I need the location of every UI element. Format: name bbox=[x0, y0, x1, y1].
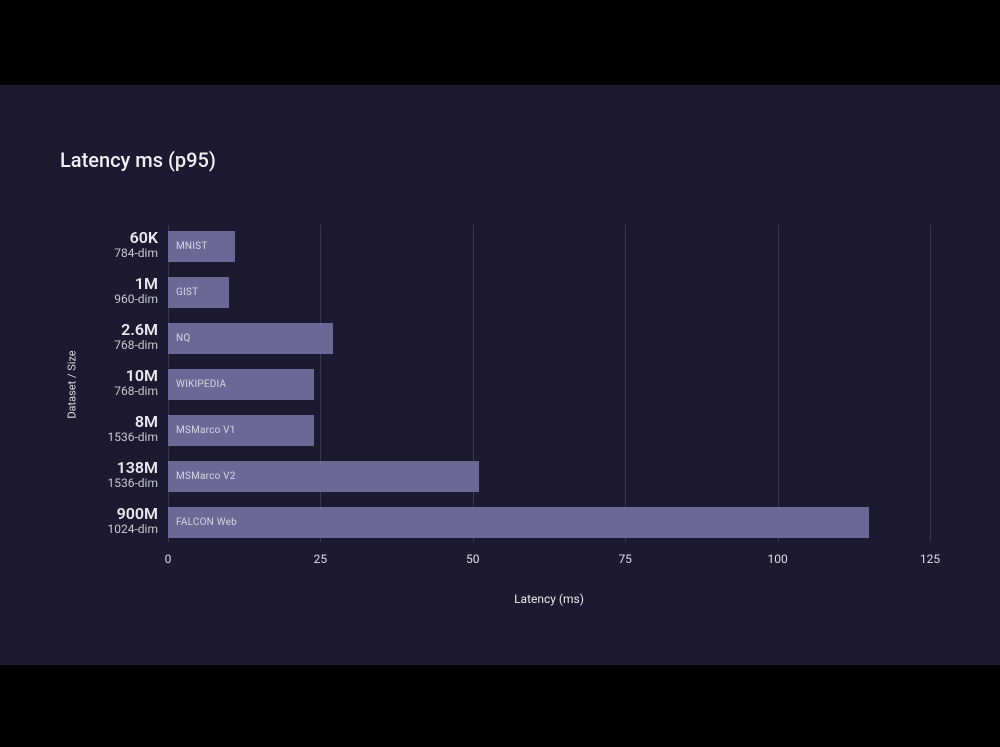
bar-label: FALCON Web bbox=[168, 517, 237, 528]
gridline bbox=[930, 225, 931, 542]
dataset-dim: 784-dim bbox=[38, 247, 158, 261]
x-tick-label: 0 bbox=[165, 552, 172, 566]
dataset-size: 2.6M bbox=[38, 321, 158, 339]
bar: NQ bbox=[168, 323, 333, 354]
dataset-size: 1M bbox=[38, 275, 158, 293]
bar: MSMarco V1 bbox=[168, 415, 314, 446]
x-tick-label: 100 bbox=[767, 552, 787, 566]
dataset-dim: 768-dim bbox=[38, 339, 158, 353]
dataset-dim: 1024-dim bbox=[38, 523, 158, 537]
dataset-dim: 768-dim bbox=[38, 385, 158, 399]
y-axis-title: Dataset / Size bbox=[66, 350, 79, 418]
bar-label: NQ bbox=[168, 333, 190, 344]
bar: MSMarco V2 bbox=[168, 461, 479, 492]
x-tick-label: 50 bbox=[466, 552, 480, 566]
x-tick-label: 75 bbox=[618, 552, 632, 566]
y-category-label: 8M1536-dim bbox=[38, 413, 158, 445]
dataset-dim: 1536-dim bbox=[38, 431, 158, 445]
bar: FALCON Web bbox=[168, 507, 869, 538]
y-category-label: 1M960-dim bbox=[38, 275, 158, 307]
gridline bbox=[473, 225, 474, 542]
x-tick-label: 125 bbox=[920, 552, 940, 566]
x-tick-label: 25 bbox=[314, 552, 328, 566]
bar-label: GIST bbox=[168, 287, 198, 298]
y-category-label: 2.6M768-dim bbox=[38, 321, 158, 353]
plot-area: 0255075100125MNIST60K784-dimGIST1M960-di… bbox=[168, 225, 930, 542]
dataset-dim: 960-dim bbox=[38, 293, 158, 307]
dataset-size: 10M bbox=[38, 367, 158, 385]
dataset-size: 8M bbox=[38, 413, 158, 431]
bar-label: MNIST bbox=[168, 241, 208, 252]
bar: MNIST bbox=[168, 231, 235, 262]
y-category-label: 138M1536-dim bbox=[38, 459, 158, 491]
bar-label: MSMarco V2 bbox=[168, 471, 236, 482]
gridline bbox=[778, 225, 779, 542]
dataset-size: 900M bbox=[38, 505, 158, 523]
dataset-dim: 1536-dim bbox=[38, 477, 158, 491]
bar-label: MSMarco V1 bbox=[168, 425, 236, 436]
dataset-size: 60K bbox=[38, 229, 158, 247]
y-category-label: 60K784-dim bbox=[38, 229, 158, 261]
bar: GIST bbox=[168, 277, 229, 308]
x-axis-title: Latency (ms) bbox=[514, 592, 584, 606]
gridline bbox=[320, 225, 321, 542]
chart-title: Latency ms (p95) bbox=[60, 148, 216, 172]
y-category-label: 900M1024-dim bbox=[38, 505, 158, 537]
gridline bbox=[625, 225, 626, 542]
dataset-size: 138M bbox=[38, 459, 158, 477]
y-category-label: 10M768-dim bbox=[38, 367, 158, 399]
bar-label: WIKIPEDIA bbox=[168, 379, 226, 390]
bar: WIKIPEDIA bbox=[168, 369, 314, 400]
